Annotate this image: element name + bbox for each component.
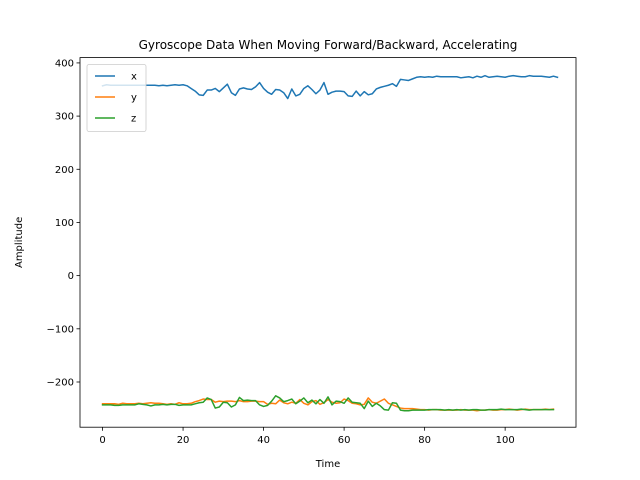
x-tick-label: 100: [496, 435, 515, 446]
x-axis-label: Time: [315, 459, 340, 470]
legend-box: [86, 64, 147, 132]
legend-label-y: y: [131, 93, 137, 104]
x-axis: 0 20 40 60 80 100: [99, 427, 515, 446]
y-tick-label: 100: [55, 218, 74, 229]
y-tick-label: −200: [47, 377, 74, 388]
legend-label-z: z: [131, 114, 136, 125]
x-tick-label: 20: [177, 435, 190, 446]
y-axis-label: Amplitude: [14, 217, 25, 268]
legend: xyz: [86, 64, 147, 132]
x-tick-label: 0: [99, 435, 105, 446]
series-line-x: [101, 74, 559, 100]
legend-label-x: x: [131, 72, 137, 83]
y-tick-label: 300: [55, 112, 74, 123]
x-tick-label: 80: [418, 435, 431, 446]
y-axis: −200 −100 0 100 200 300 400: [47, 58, 80, 388]
y-tick-label: 400: [55, 58, 74, 69]
y-tick-label: −100: [47, 324, 74, 335]
series-line-z: [101, 395, 555, 412]
plot-frame: [79, 57, 577, 428]
x-tick-label: 60: [338, 435, 351, 446]
y-tick-label: 0: [68, 271, 74, 282]
chart-title: Gyroscope Data When Moving Forward/Backw…: [139, 38, 518, 52]
y-tick-label: 200: [55, 165, 74, 176]
x-tick-label: 40: [257, 435, 270, 446]
series-layer: [101, 74, 559, 412]
